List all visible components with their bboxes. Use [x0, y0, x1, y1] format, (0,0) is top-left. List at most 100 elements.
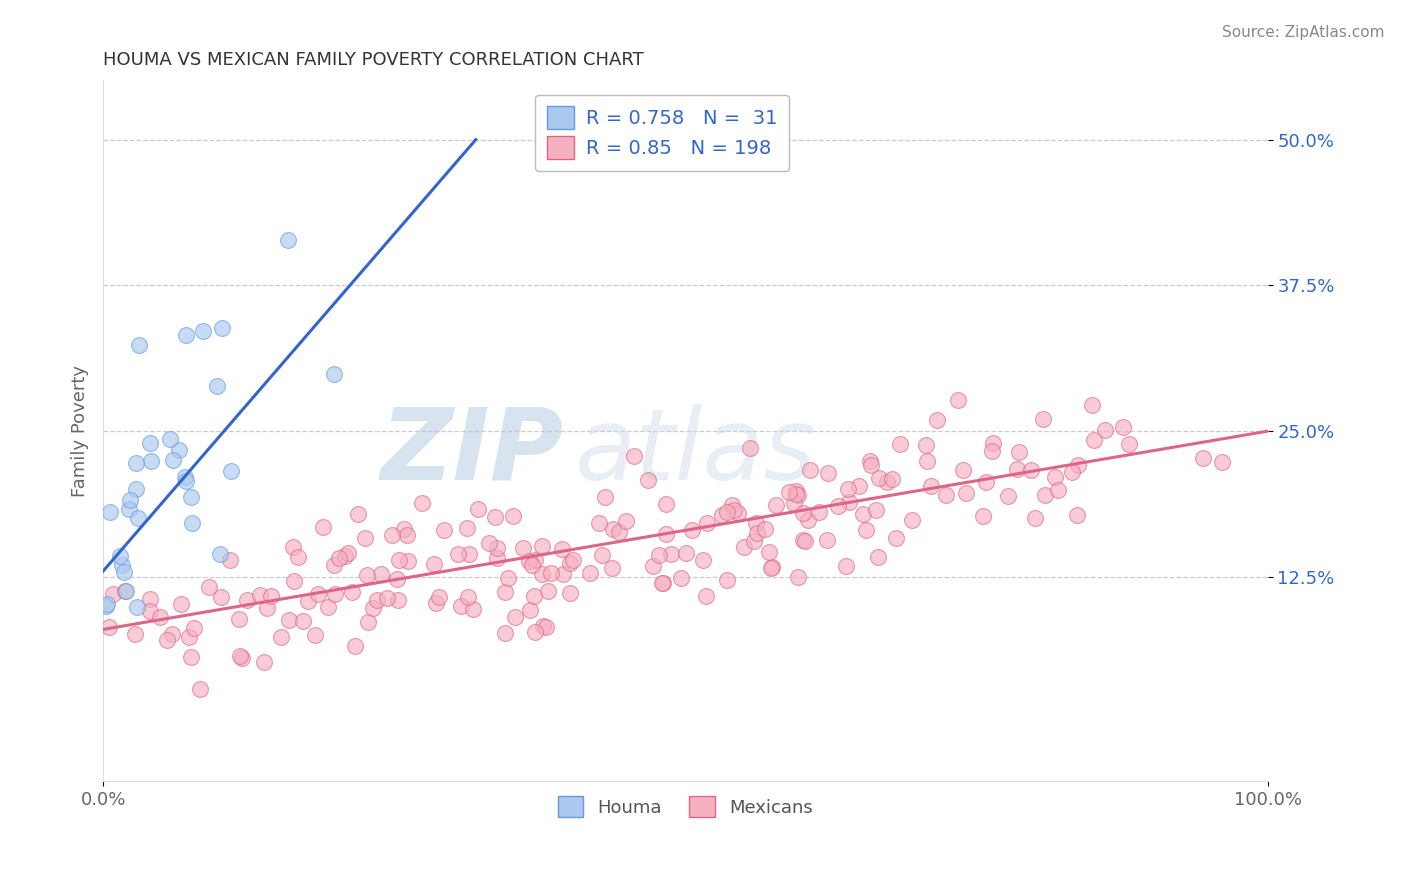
- Point: [456, 521, 478, 535]
- Point: [342, 584, 364, 599]
- Point: [388, 553, 411, 567]
- Point: [716, 573, 738, 587]
- Point: [485, 541, 508, 556]
- Point: [228, 612, 250, 626]
- Point: [139, 436, 162, 450]
- Point: [277, 233, 299, 247]
- Point: [323, 586, 346, 600]
- Point: [785, 487, 807, 501]
- Point: [837, 495, 859, 509]
- Point: [211, 320, 233, 334]
- Point: [692, 553, 714, 567]
- Point: [696, 516, 718, 530]
- Point: [174, 470, 197, 484]
- Point: [101, 587, 124, 601]
- Point: [162, 452, 184, 467]
- Point: [366, 593, 388, 607]
- Point: [727, 507, 749, 521]
- Point: [785, 484, 807, 499]
- Point: [114, 583, 136, 598]
- Point: [681, 523, 703, 537]
- Point: [1083, 434, 1105, 448]
- Point: [494, 626, 516, 640]
- Y-axis label: Family Poverty: Family Poverty: [72, 365, 89, 497]
- Point: [191, 324, 214, 338]
- Point: [952, 463, 974, 477]
- Text: atlas: atlas: [575, 404, 817, 500]
- Point: [815, 533, 838, 548]
- Point: [835, 559, 858, 574]
- Text: HOUMA VS MEXICAN FAMILY POVERTY CORRELATION CHART: HOUMA VS MEXICAN FAMILY POVERTY CORRELAT…: [103, 51, 644, 69]
- Point: [721, 499, 744, 513]
- Point: [1007, 461, 1029, 475]
- Point: [396, 554, 419, 568]
- Point: [375, 591, 398, 605]
- Point: [558, 585, 581, 599]
- Point: [859, 458, 882, 473]
- Point: [1032, 412, 1054, 426]
- Point: [180, 650, 202, 665]
- Point: [256, 601, 278, 615]
- Point: [98, 505, 121, 519]
- Point: [558, 556, 581, 570]
- Point: [249, 588, 271, 602]
- Point: [641, 559, 664, 574]
- Point: [312, 519, 335, 533]
- Point: [738, 441, 761, 455]
- Point: [219, 553, 242, 567]
- Point: [205, 379, 228, 393]
- Point: [231, 650, 253, 665]
- Point: [524, 553, 547, 567]
- Point: [783, 496, 806, 510]
- Point: [659, 547, 682, 561]
- Point: [219, 464, 242, 478]
- Point: [920, 479, 942, 493]
- Point: [278, 613, 301, 627]
- Point: [827, 499, 849, 513]
- Point: [915, 454, 938, 468]
- Point: [765, 499, 787, 513]
- Point: [198, 580, 221, 594]
- Point: [866, 549, 889, 564]
- Point: [316, 600, 339, 615]
- Point: [423, 557, 446, 571]
- Point: [354, 531, 377, 545]
- Point: [588, 516, 610, 530]
- Point: [461, 602, 484, 616]
- Point: [742, 533, 765, 548]
- Point: [190, 682, 212, 697]
- Point: [395, 527, 418, 541]
- Point: [807, 505, 830, 519]
- Point: [139, 454, 162, 468]
- Point: [502, 508, 524, 523]
- Point: [209, 590, 232, 604]
- Point: [336, 546, 359, 560]
- Point: [852, 507, 875, 521]
- Point: [579, 566, 602, 581]
- Point: [503, 610, 526, 624]
- Text: Source: ZipAtlas.com: Source: ZipAtlas.com: [1222, 25, 1385, 40]
- Point: [467, 501, 489, 516]
- Point: [260, 589, 283, 603]
- Point: [524, 624, 547, 639]
- Point: [593, 490, 616, 504]
- Point: [1019, 463, 1042, 477]
- Point: [115, 584, 138, 599]
- Point: [174, 327, 197, 342]
- Point: [124, 482, 146, 496]
- Point: [531, 539, 554, 553]
- Point: [94, 599, 117, 614]
- Point: [270, 630, 292, 644]
- Point: [328, 551, 350, 566]
- Text: ZIP: ZIP: [380, 404, 564, 500]
- Point: [997, 489, 1019, 503]
- Point: [128, 337, 150, 351]
- Point: [614, 514, 637, 528]
- Point: [796, 513, 818, 527]
- Point: [125, 600, 148, 615]
- Point: [723, 503, 745, 517]
- Point: [253, 655, 276, 669]
- Point: [876, 475, 898, 489]
- Point: [183, 621, 205, 635]
- Point: [761, 561, 783, 575]
